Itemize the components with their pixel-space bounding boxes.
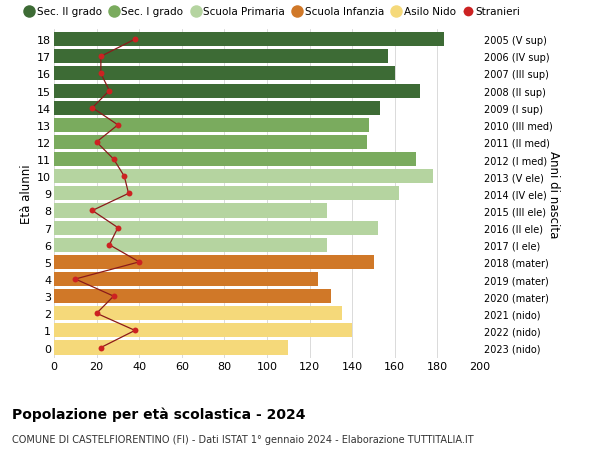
Point — [88, 105, 97, 112]
Y-axis label: Età alunni: Età alunni — [20, 164, 33, 224]
Bar — [54, 67, 395, 81]
Point — [109, 156, 118, 163]
Bar — [54, 221, 378, 235]
Bar — [54, 84, 421, 98]
Point — [134, 258, 144, 266]
Point — [92, 310, 101, 317]
Point — [92, 139, 101, 146]
Legend: Sec. II grado, Sec. I grado, Scuola Primaria, Scuola Infanzia, Asilo Nido, Stran: Sec. II grado, Sec. I grado, Scuola Prim… — [25, 7, 520, 17]
Point — [71, 276, 80, 283]
Bar — [54, 50, 388, 64]
Point — [109, 293, 118, 300]
Bar — [54, 307, 341, 320]
Point — [113, 224, 123, 232]
Bar — [54, 272, 318, 286]
Bar — [54, 324, 352, 338]
Bar — [54, 290, 331, 303]
Point — [96, 71, 106, 78]
Bar — [54, 136, 367, 150]
Text: COMUNE DI CASTELFIORENTINO (FI) - Dati ISTAT 1° gennaio 2024 - Elaborazione TUTT: COMUNE DI CASTELFIORENTINO (FI) - Dati I… — [12, 434, 473, 444]
Bar — [54, 204, 326, 218]
Point — [96, 54, 106, 61]
Y-axis label: Anni di nascita: Anni di nascita — [547, 151, 560, 237]
Bar — [54, 170, 433, 184]
Point — [130, 36, 140, 44]
Point — [104, 241, 114, 249]
Bar — [54, 101, 380, 116]
Bar — [54, 238, 326, 252]
Text: Popolazione per età scolastica - 2024: Popolazione per età scolastica - 2024 — [12, 406, 305, 421]
Bar — [54, 153, 416, 167]
Point — [124, 190, 133, 197]
Point — [113, 122, 123, 129]
Point — [130, 327, 140, 334]
Bar — [54, 118, 369, 133]
Bar — [54, 187, 399, 201]
Point — [119, 173, 129, 180]
Bar — [54, 341, 288, 355]
Bar — [54, 33, 444, 47]
Point — [104, 88, 114, 95]
Bar — [54, 255, 373, 269]
Point — [96, 344, 106, 352]
Point — [88, 207, 97, 215]
